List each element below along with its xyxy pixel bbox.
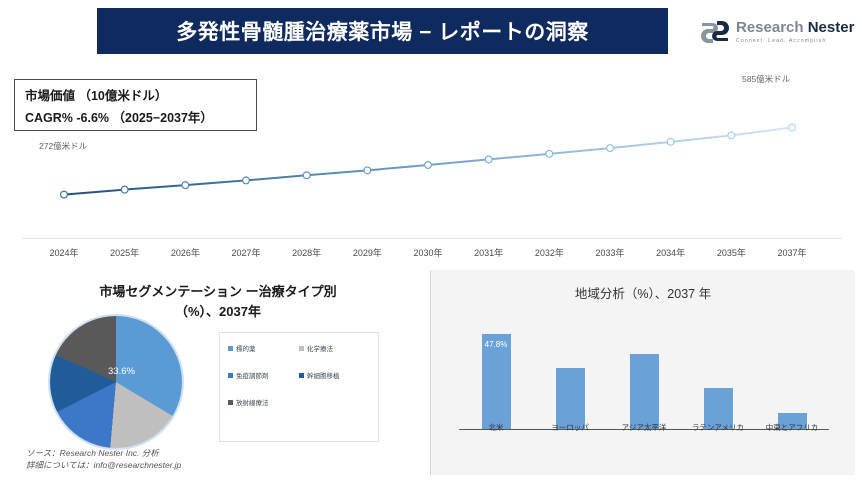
research-nester-link-icon <box>700 19 730 45</box>
bar-column[interactable]: 47.8% <box>460 326 532 429</box>
x-axis-tick-label: 2031年 <box>474 248 504 258</box>
pie-legend-label: 放射線療法 <box>236 400 269 407</box>
pie-legend-item[interactable]: 放射線療法 <box>228 397 299 407</box>
pie-legend-label: 標的薬 <box>236 346 256 353</box>
x-axis-tick-label: 2029年 <box>352 248 382 258</box>
bar-category-label: アジア太平洋 <box>621 423 667 432</box>
line-start-value-label: 272億米ドル <box>39 140 88 151</box>
regional-analysis-panel: 地域分析（%）、2037 年 47.8% 北米 ヨーロッパ アジア太平洋 ラテンアメリ… <box>430 270 855 475</box>
callout-market-value: 市場価値 （10億米ドル） <box>25 89 168 103</box>
market-value-callout: 市場価値 （10億米ドル） CAGR% -6.6% （2025−2037年） <box>14 79 257 131</box>
source-line-2: 詳細については：info@researchnester.jp <box>26 460 182 470</box>
x-axis-tick-label: 2033年 <box>595 248 625 258</box>
x-axis-tick-label: 2024年 <box>49 248 79 258</box>
legend-swatch-icon <box>228 399 233 405</box>
pie-slice-value-label: 33.6% <box>108 366 135 377</box>
line-chart-x-axis: 2024年 2025年 2026年 2027年 2028年 2029年 2030年 2031年… <box>22 238 842 265</box>
logo-word-nester: Nester <box>807 18 855 36</box>
bar[interactable] <box>703 388 733 429</box>
regional-bar-chart: 47.8% 北米 ヨーロッパ アジア太平洋 ラテンアメリカ 中東とアフリカ <box>449 315 839 432</box>
line-data-point <box>666 137 675 146</box>
segmentation-panel: 市場セグメンテーション ー治療タイプ別 （%）、2037年 33.6% 標的薬 化… <box>14 270 422 475</box>
pie-legend-label: 免疫調節剤 <box>236 373 269 380</box>
legend-swatch-icon <box>228 372 233 378</box>
logo-tagline: Connect. Lead. Accomplish <box>736 37 827 44</box>
legend-swatch-icon <box>299 345 304 351</box>
line-data-point <box>59 190 68 199</box>
bar-column[interactable] <box>682 326 754 429</box>
source-line-1: ソース：Research Nester Inc. 分析 <box>26 448 159 458</box>
bar[interactable] <box>777 413 807 429</box>
header-banner: 多発性骨髄腫治療薬市場 − レポートの洞察 <box>97 8 668 54</box>
line-data-point <box>302 171 311 180</box>
bar-value-label: 47.8% <box>484 340 508 350</box>
x-axis-tick-label: 2025年 <box>110 248 140 258</box>
bar-column[interactable] <box>608 326 680 429</box>
segmentation-title: 市場セグメンテーション ー治療タイプ別 （%）、2037年 <box>14 270 422 322</box>
x-axis-tick-label: 2026年 <box>170 248 200 258</box>
bar[interactable]: 47.8% <box>481 334 511 429</box>
x-axis-tick-label: 2032年 <box>534 248 564 258</box>
pie-legend: 標的薬 化学療法免疫調節剤 幹細胞移植放射線療法 <box>219 332 379 442</box>
pie-legend-item[interactable]: 化学療法 <box>299 343 370 353</box>
line-data-point <box>363 166 372 175</box>
line-data-point <box>484 155 493 164</box>
segmentation-title-line1: 市場セグメンテーション ー治療タイプ別 <box>99 284 337 299</box>
bar[interactable] <box>555 367 585 429</box>
line-data-point <box>727 131 736 140</box>
bar[interactable] <box>629 353 659 429</box>
segmentation-pie-chart: 33.6% <box>50 316 200 466</box>
pie-graphic: 33.6% <box>50 316 182 448</box>
regional-analysis-title: 地域分析（%）、2037 年 <box>574 287 712 301</box>
line-chart-svg <box>59 123 796 199</box>
pie-legend-item[interactable]: 免疫調節剤 <box>228 370 299 380</box>
logo-word-research: Research <box>736 18 804 36</box>
line-end-value-label: 585億米ドル <box>742 73 791 84</box>
x-axis-tick-label: 2028年 <box>292 248 322 258</box>
logo-text: Research Nester Connect. Lead. Accomplis… <box>736 20 854 44</box>
line-data-point <box>605 144 614 153</box>
segmentation-title-line2: （%）、2037年 <box>175 304 261 319</box>
page-title: 多発性骨髄腫治療薬市場 − レポートの洞察 <box>176 21 589 44</box>
pie-legend-label: 化学療法 <box>307 346 333 353</box>
logo-wordmark: Research Nester <box>736 19 854 36</box>
x-axis-tick-label: 2030年 <box>413 248 443 258</box>
bar-column[interactable] <box>534 326 606 429</box>
x-axis-tick-label: 2035年 <box>716 248 746 258</box>
pie-legend-item[interactable]: 標的薬 <box>228 343 299 353</box>
brand-logo: Research Nester Connect. Lead. Accomplis… <box>700 14 855 50</box>
legend-swatch-icon <box>299 372 304 378</box>
legend-swatch-icon <box>228 345 233 351</box>
line-data-point <box>787 123 796 132</box>
line-data-point <box>424 160 433 169</box>
line-data-point <box>242 176 251 185</box>
line-data-point <box>120 185 129 194</box>
x-axis-tick-label: 2034年 <box>656 248 686 258</box>
bar-category-label: 中東とアフリカ <box>765 423 819 432</box>
bar-column[interactable] <box>756 326 828 429</box>
pie-legend-item[interactable]: 幹細胞移植 <box>299 370 370 380</box>
callout-cagr: CAGR% -6.6% （2025−2037年） <box>25 111 213 125</box>
market-value-line-chart: 272億米ドル 585億米ドル <box>0 60 862 240</box>
line-data-point <box>181 181 190 190</box>
bar-category-label: ラテンアメリカ <box>691 423 745 432</box>
bar-category-label: ヨーロッパ <box>551 423 589 432</box>
source-note: ソース：Research Nester Inc. 分析 詳細については：info… <box>26 447 181 471</box>
x-axis-tick-label: 2027年 <box>231 248 261 258</box>
x-axis-tick-label: 2037年 <box>777 248 807 258</box>
line-data-point <box>545 149 554 158</box>
bar-category-label: 北米 <box>488 423 504 432</box>
pie-legend-label: 幹細胞移植 <box>307 373 340 380</box>
